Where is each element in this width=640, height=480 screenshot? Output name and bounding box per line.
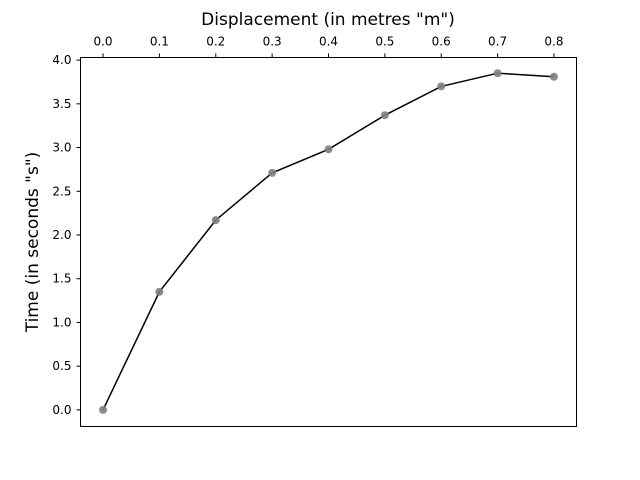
x-tick-label: 0.1 xyxy=(150,35,169,49)
data-point xyxy=(211,216,220,225)
x-axis-title: Displacement (in metres "m") xyxy=(201,10,455,30)
data-point xyxy=(549,72,558,81)
y-tick-label: 4.0 xyxy=(52,53,71,67)
x-tick-label: 0.6 xyxy=(432,35,451,49)
data-point xyxy=(99,405,108,414)
y-tick-label: 3.0 xyxy=(52,141,71,155)
x-tick-label: 0.8 xyxy=(544,35,563,49)
y-axis-title: Time (in seconds "s") xyxy=(23,152,43,334)
data-point xyxy=(493,69,502,78)
x-tick-label: 0.0 xyxy=(93,35,112,49)
data-point xyxy=(268,168,277,177)
data-point xyxy=(155,287,164,296)
y-axis-ticks: 0.0 0.5 1.0 1.5 2.0 2.5 3.0 3.5 4.0 xyxy=(52,53,81,417)
y-tick-label: 2.0 xyxy=(52,228,71,242)
x-tick-label: 0.5 xyxy=(375,35,394,49)
x-tick-label: 0.3 xyxy=(263,35,282,49)
data-point xyxy=(380,111,389,120)
y-tick-label: 0.0 xyxy=(52,403,71,417)
series-layer xyxy=(99,69,558,414)
x-axis-ticks: 0.0 0.1 0.2 0.3 0.4 0.5 0.6 0.7 0.8 xyxy=(93,35,564,58)
x-tick-label: 0.2 xyxy=(206,35,225,49)
data-point xyxy=(324,145,333,154)
y-tick-label: 0.5 xyxy=(52,359,71,373)
x-tick-label: 0.7 xyxy=(488,35,507,49)
x-tick-label: 0.4 xyxy=(319,35,338,49)
y-tick-label: 2.5 xyxy=(52,184,71,198)
plot-frame xyxy=(80,57,577,427)
y-tick-label: 3.5 xyxy=(52,97,71,111)
y-tick-label: 1.0 xyxy=(52,315,71,329)
data-point xyxy=(437,82,446,91)
y-tick-label: 1.5 xyxy=(52,272,71,286)
